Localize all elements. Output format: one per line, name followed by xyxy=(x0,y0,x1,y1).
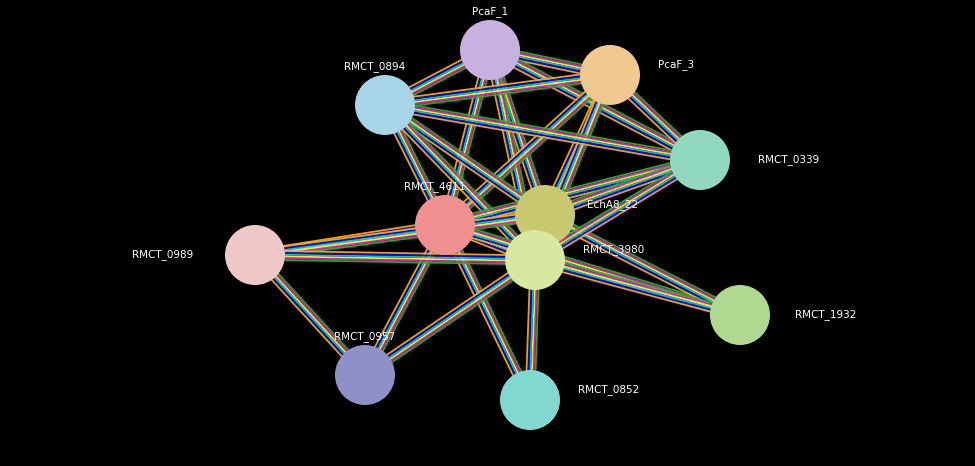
Text: RMCT_0894: RMCT_0894 xyxy=(344,62,406,72)
Circle shape xyxy=(500,370,560,430)
Circle shape xyxy=(415,195,475,255)
Circle shape xyxy=(460,20,520,80)
Circle shape xyxy=(225,225,285,285)
Circle shape xyxy=(335,345,395,405)
Circle shape xyxy=(580,45,640,105)
Circle shape xyxy=(670,130,730,190)
Circle shape xyxy=(505,230,565,290)
Text: RMCT_4611: RMCT_4611 xyxy=(405,182,466,192)
Text: EchA8_22: EchA8_22 xyxy=(587,199,638,211)
Circle shape xyxy=(355,75,415,135)
Text: RMCT_0339: RMCT_0339 xyxy=(758,155,819,165)
Circle shape xyxy=(710,285,770,345)
Text: PcaF_3: PcaF_3 xyxy=(658,60,694,70)
Text: RMCT_0852: RMCT_0852 xyxy=(578,384,640,396)
Text: PcaF_1: PcaF_1 xyxy=(472,7,508,17)
Circle shape xyxy=(515,185,575,245)
Text: RMCT_0957: RMCT_0957 xyxy=(334,331,396,343)
Text: RMCT_0989: RMCT_0989 xyxy=(132,250,193,260)
Text: RMCT_3980: RMCT_3980 xyxy=(583,245,644,255)
Text: RMCT_1932: RMCT_1932 xyxy=(795,309,856,321)
